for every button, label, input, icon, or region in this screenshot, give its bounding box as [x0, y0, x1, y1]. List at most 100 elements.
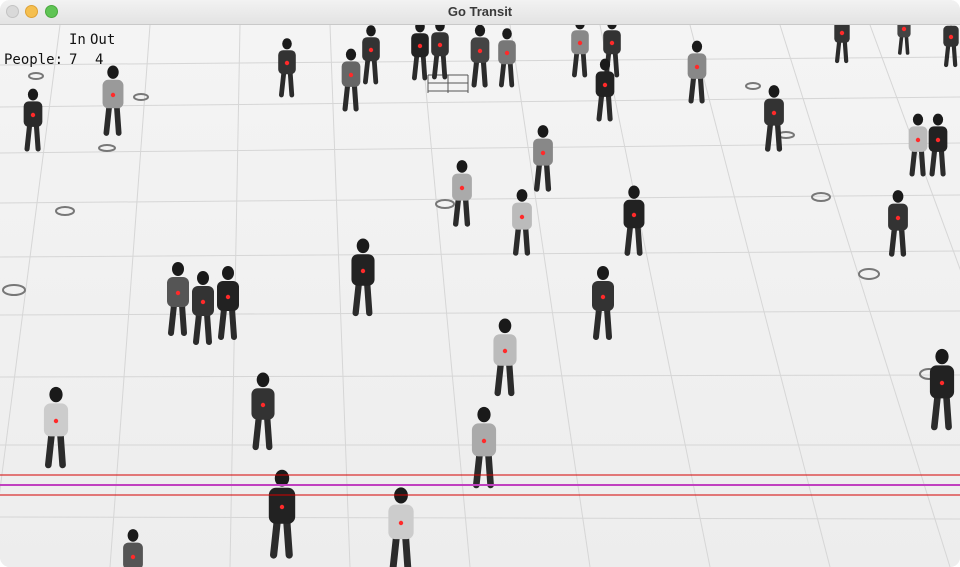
detection-dot: [935, 137, 941, 143]
pedestrian-leg: [522, 225, 531, 256]
detection-dot: [631, 212, 637, 218]
pedestrian-head: [107, 65, 119, 79]
detection-dot: [915, 137, 921, 143]
pedestrian-leg: [168, 302, 177, 336]
pedestrian-leg: [342, 82, 351, 112]
detection-dot: [53, 418, 59, 424]
detection-dot: [360, 268, 366, 274]
pedestrian-leg: [57, 430, 66, 469]
pedestrian-leg: [938, 147, 946, 177]
pedestrian-leg: [193, 311, 202, 345]
pedestrian-head: [127, 529, 139, 542]
detection-dot: [481, 438, 487, 444]
pedestrian: [493, 318, 517, 397]
pedestrian-leg: [218, 306, 227, 340]
pedestrian: [23, 88, 43, 152]
detection-dot: [477, 48, 483, 54]
pedestrian-leg: [897, 34, 904, 55]
detection-dot: [771, 110, 777, 116]
detection-dot: [200, 299, 206, 305]
pedestrian-leg: [352, 280, 362, 317]
detection-dot: [609, 40, 615, 46]
window-title: Go Transit: [447, 4, 513, 19]
pedestrian-leg: [593, 306, 602, 340]
pedestrian: [341, 48, 361, 112]
pedestrian: [764, 85, 784, 152]
pedestrian-head: [912, 113, 924, 126]
pedestrian-head: [197, 271, 209, 285]
detection-dot: [948, 34, 954, 40]
pedestrian-head: [172, 262, 184, 276]
pedestrian-leg: [402, 533, 412, 567]
pedestrian-head: [935, 348, 949, 365]
detection-dot: [939, 380, 945, 386]
pedestrian-leg: [204, 311, 212, 345]
pedestrian-leg: [929, 147, 938, 177]
pedestrian-leg: [596, 92, 605, 122]
floor-drains: [2, 72, 939, 380]
pedestrian-leg: [506, 360, 515, 397]
detection-dot: [284, 60, 290, 66]
pedestrian-leg: [534, 161, 543, 192]
pedestrian-head: [415, 25, 425, 33]
pedestrian-head: [502, 28, 512, 40]
pedestrian-leg: [604, 306, 612, 340]
pedestrian-leg: [889, 226, 898, 257]
pedestrian: [512, 189, 532, 256]
detection-dot: [30, 112, 36, 118]
pedestrians: [23, 25, 959, 567]
people-label: People:: [4, 52, 64, 68]
pedestrian: [411, 25, 429, 81]
pedestrian-leg: [572, 50, 580, 78]
detection-dot: [437, 42, 443, 48]
pedestrian-leg: [834, 39, 842, 64]
pedestrian-leg: [909, 147, 918, 177]
pedestrian-leg: [612, 50, 620, 78]
pedestrian: [102, 65, 124, 136]
title-bar: Go Transit: [0, 0, 960, 25]
counting-lines: [0, 474, 960, 496]
pedestrian-head: [691, 40, 703, 53]
pedestrian-leg: [229, 306, 237, 340]
detection-dot: [110, 92, 116, 98]
pedestrian-leg: [624, 223, 634, 256]
close-window-button[interactable]: [6, 5, 19, 18]
pedestrian-leg: [472, 450, 483, 489]
pedestrian-leg: [480, 58, 488, 88]
pedestrian-head: [892, 190, 904, 203]
maximize-window-button[interactable]: [45, 5, 58, 18]
pedestrian: [388, 487, 414, 567]
pedestrian-leg: [688, 74, 697, 104]
pedestrian-leg: [24, 122, 33, 152]
pedestrian-leg: [389, 533, 400, 567]
pedestrian: [928, 113, 948, 177]
pedestrian: [592, 266, 614, 340]
pedestrian-leg: [605, 92, 613, 122]
pedestrian-body: [123, 542, 143, 567]
detection-dot: [504, 50, 510, 56]
pedestrian-head: [516, 189, 528, 202]
pedestrian-leg: [351, 82, 359, 112]
pedestrian-head: [282, 38, 292, 50]
pedestrian-head: [498, 318, 512, 334]
in-count: 7: [69, 52, 78, 68]
pedestrian-leg: [951, 43, 958, 68]
pedestrian-leg: [453, 196, 462, 227]
pedestrian-leg: [278, 70, 287, 98]
pedestrian-leg: [507, 60, 515, 88]
detection-dot: [901, 26, 907, 32]
pedestrian-leg: [580, 50, 588, 78]
pedestrian-leg: [634, 223, 643, 256]
pedestrian: [471, 406, 497, 489]
pedestrian-head: [537, 125, 549, 138]
detection-dot: [502, 348, 508, 354]
detection-dot: [398, 520, 404, 526]
video-frame: [0, 25, 960, 567]
pedestrian: [251, 372, 275, 451]
pedestrian-leg: [431, 52, 440, 80]
pedestrian-leg: [371, 57, 379, 85]
detection-dot: [600, 294, 606, 300]
minimize-window-button[interactable]: [25, 5, 38, 18]
pedestrian-head: [27, 88, 39, 101]
pedestrian-leg: [103, 103, 113, 136]
